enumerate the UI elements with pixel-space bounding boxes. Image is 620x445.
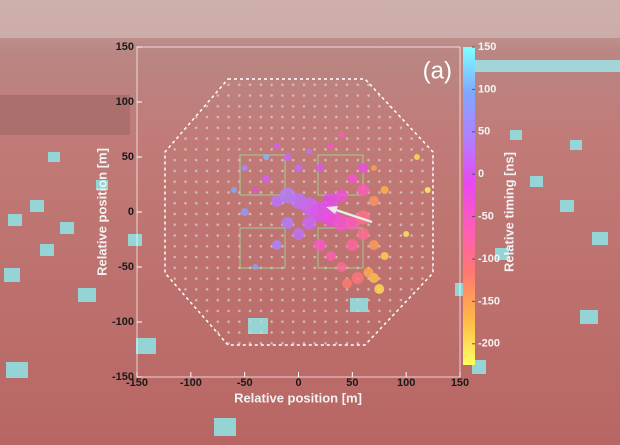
y-tick-label: 50 xyxy=(122,151,134,163)
detector-hit xyxy=(351,272,364,284)
detector-hit xyxy=(380,252,389,260)
y-axis-label: Relative position [m] xyxy=(94,148,109,276)
x-tick-label: -100 xyxy=(180,377,202,389)
y-tick-label: -100 xyxy=(112,316,134,328)
y-tick-label: -50 xyxy=(118,261,134,273)
detector-hit xyxy=(370,165,377,171)
detector-hit xyxy=(252,187,259,193)
x-tick-label: -150 xyxy=(126,377,148,389)
detector-hit xyxy=(341,278,352,289)
detector-hit xyxy=(325,251,336,261)
detector-hit xyxy=(306,148,313,155)
arrow-head xyxy=(326,206,338,214)
detector-hit xyxy=(357,184,370,196)
detector-hit xyxy=(335,189,348,202)
y-tick-label: 0 xyxy=(128,206,134,218)
colorbar-tick-label: 150 xyxy=(478,41,496,53)
detector-hit xyxy=(368,240,379,250)
detector-hit xyxy=(338,132,345,138)
x-tick-label: -50 xyxy=(237,377,253,389)
detector-hit xyxy=(252,264,259,270)
detector-hit xyxy=(403,231,410,237)
detector-hit xyxy=(241,165,248,171)
x-tick-label: 0 xyxy=(295,377,301,389)
detector-hit xyxy=(368,196,379,206)
detector-hit xyxy=(281,217,294,229)
detector-hit xyxy=(424,187,431,193)
colorbar-tick-label: -50 xyxy=(478,211,494,223)
detector-hit xyxy=(322,193,339,209)
detector-hit xyxy=(316,164,325,172)
shower-direction-arrow xyxy=(329,206,373,224)
detector-hit xyxy=(283,153,292,161)
detector-hit xyxy=(230,187,237,193)
detector-hit xyxy=(273,143,280,149)
detector-hit xyxy=(357,228,370,240)
detector-hit xyxy=(358,163,369,173)
y-tick-label: -150 xyxy=(112,371,134,383)
colorbar-tick-label: -100 xyxy=(478,253,500,265)
detector-hit xyxy=(380,186,389,194)
detector-hit xyxy=(333,215,350,231)
colorbar-tick-label: -150 xyxy=(478,295,500,307)
x-tick-label: 50 xyxy=(346,377,358,389)
detector-hit xyxy=(271,240,282,250)
y-tick-label: 100 xyxy=(116,96,134,108)
detector-hit xyxy=(302,216,317,230)
detector-hit xyxy=(346,239,359,251)
colorbar xyxy=(463,47,475,365)
detector-hit xyxy=(374,284,385,294)
detector-hit xyxy=(347,174,358,184)
detector-hit xyxy=(294,164,303,172)
detector-hit xyxy=(240,208,249,216)
detector-hit xyxy=(262,175,271,183)
y-tick-label: 150 xyxy=(116,41,134,53)
detector-hit xyxy=(413,154,420,160)
colorbar-tick-label: 0 xyxy=(478,168,484,180)
detector-hit xyxy=(345,216,360,230)
colorbar-tick-label: -200 xyxy=(478,338,500,350)
detector-hit xyxy=(270,195,283,207)
x-tick-label: 100 xyxy=(397,377,415,389)
detector-hit xyxy=(314,239,327,251)
detector-hit xyxy=(327,143,334,149)
panel-label: (a) xyxy=(423,57,452,84)
x-axis-label: Relative position [m] xyxy=(234,390,362,405)
x-tick-label: 150 xyxy=(451,377,469,389)
detector-hit xyxy=(336,262,347,272)
detector-hit xyxy=(292,228,305,240)
colorbar-label: Relative timing [ns] xyxy=(501,152,516,272)
colorbar-tick-label: 100 xyxy=(478,83,496,95)
colorbar-tick-label: 50 xyxy=(478,126,490,138)
array-boundary xyxy=(164,78,434,346)
detector-hit xyxy=(363,267,374,278)
detector-hit xyxy=(263,154,270,160)
